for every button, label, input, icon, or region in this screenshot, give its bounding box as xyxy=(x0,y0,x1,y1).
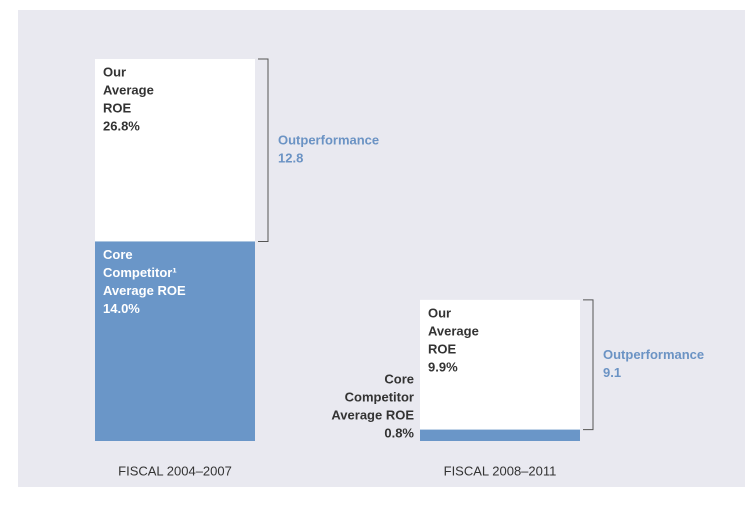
bar-label: ROE xyxy=(103,100,132,115)
value-label: 0.8% xyxy=(384,425,414,440)
bar-label: Average xyxy=(428,323,479,338)
bar-label: Average ROE xyxy=(103,283,186,298)
bar-label: Core xyxy=(384,371,414,386)
bar-label: Competitor xyxy=(345,389,414,404)
bar-label: ROE xyxy=(428,341,457,356)
bar-label: Average ROE xyxy=(331,407,414,422)
value-label: 14.0% xyxy=(103,301,140,316)
bar xyxy=(420,299,580,441)
bracket xyxy=(258,58,269,242)
outperformance-value: 9.1 xyxy=(603,365,621,380)
bar-label: Average xyxy=(103,82,154,97)
value-label: 9.9% xyxy=(428,359,458,374)
x-tick-label: FISCAL 2004–2007 xyxy=(118,463,232,478)
outperformance-label: Outperformance xyxy=(603,347,704,362)
bar-label: Core xyxy=(103,247,133,262)
bar xyxy=(95,241,255,441)
bar xyxy=(420,429,580,441)
value-label: 26.8% xyxy=(103,118,140,133)
bracket xyxy=(583,299,594,431)
outperformance-value: 12.8 xyxy=(278,151,303,166)
x-tick-label: FISCAL 2008–2011 xyxy=(444,463,557,478)
bar-label: Competitor¹ xyxy=(103,265,177,280)
bar-label: Our xyxy=(428,305,451,320)
outperformance-label: Outperformance xyxy=(278,133,379,148)
bar-label: Our xyxy=(103,64,126,79)
